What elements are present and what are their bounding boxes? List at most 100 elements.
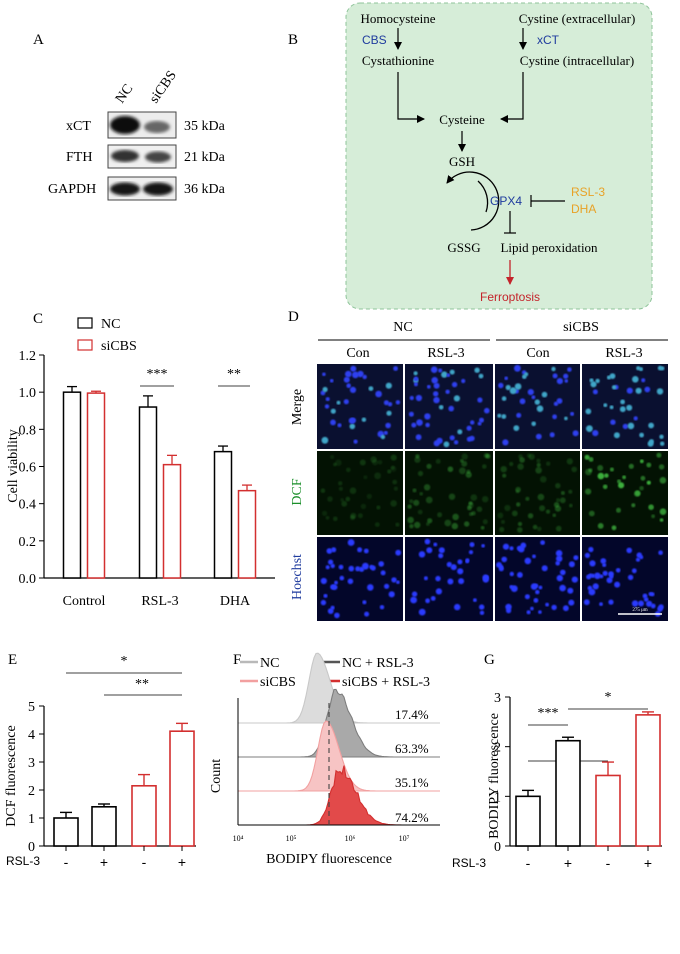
cell-nucleus	[522, 374, 527, 380]
chart-e-sig-1: *	[121, 654, 128, 669]
band-fth-sicbs	[145, 151, 171, 163]
cell-nucleus	[461, 460, 468, 467]
cell-nucleus	[659, 518, 664, 522]
chart-g-ylabel: BODIPY fluorescence	[487, 713, 502, 839]
cell-nucleus	[461, 378, 466, 384]
cell-nucleus	[350, 515, 355, 521]
panel-e: E DCF fluorescence RSL-3 * ** 0 1 2 3 4 5 - + - +	[4, 652, 196, 870]
cell-nucleus	[636, 366, 641, 371]
cell-nucleus	[380, 570, 386, 576]
cell-nucleus	[505, 384, 511, 391]
cell-nucleus	[551, 604, 557, 611]
chart-e-ytick-label: 3	[28, 756, 35, 771]
cell-nucleus	[413, 371, 418, 376]
cell-nucleus	[330, 563, 335, 569]
node-cystathionine: Cystathionine	[362, 53, 434, 68]
cell-nucleus	[458, 578, 465, 585]
cell-nucleus	[585, 488, 592, 495]
chart-c-bar	[138, 406, 158, 579]
cell-nucleus	[426, 384, 431, 389]
drug-rsl3: RSL-3	[571, 185, 605, 199]
cell-nucleus	[444, 519, 452, 527]
cell-nucleus	[571, 576, 578, 583]
cell-nucleus	[599, 602, 603, 606]
chart-g-ytick-label: 0	[494, 840, 501, 855]
cell-nucleus	[564, 379, 569, 383]
chart-e-treatment-sign: -	[142, 854, 147, 870]
cell-nucleus	[357, 547, 363, 553]
cell-nucleus	[541, 565, 548, 572]
cell-nucleus	[414, 521, 421, 529]
cell-nucleus	[461, 453, 468, 460]
cell-nucleus	[534, 399, 540, 405]
cycle-arc-right	[477, 180, 489, 213]
cell-nucleus	[362, 374, 367, 380]
percent-nc-rsl3: 63.3%	[395, 741, 429, 756]
band-xct-sicbs	[144, 121, 170, 133]
cell-nucleus	[583, 599, 590, 606]
chart-g-treatment-label: RSL-3	[452, 856, 486, 870]
cell-nucleus	[639, 459, 644, 464]
cell-nucleus	[648, 422, 654, 429]
node-cystine-extracellular: Cystine (extracellular)	[519, 11, 636, 26]
cell-nucleus	[446, 561, 452, 568]
cell-nucleus	[536, 405, 544, 413]
cell-nucleus	[592, 583, 599, 590]
chart-c-bar	[237, 489, 257, 579]
cell-nucleus	[606, 375, 611, 380]
cell-nucleus	[393, 366, 398, 371]
cell-nucleus	[374, 522, 380, 527]
panel-c-letter: C	[33, 311, 43, 327]
cell-nucleus	[427, 518, 433, 524]
cell-nucleus	[357, 370, 364, 378]
chart-g-treatment-sign: -	[526, 855, 531, 871]
cell-nucleus	[506, 608, 512, 614]
cell-nucleus	[553, 502, 560, 508]
cell-nucleus	[411, 422, 417, 428]
cell-nucleus	[477, 397, 483, 403]
cell-nucleus	[430, 366, 438, 374]
cell-nucleus	[609, 405, 614, 410]
cell-nucleus	[322, 386, 328, 393]
cell-nucleus	[631, 600, 639, 607]
arrow-cystathionine-cysteine	[397, 72, 425, 123]
cell-nucleus	[376, 505, 381, 510]
cell-nucleus	[445, 389, 450, 394]
chart-e-treatment-label: RSL-3	[6, 854, 40, 868]
panel-f: F NC NC + RSL-3 siCBS siCBS + RSL-3 Coun…	[209, 652, 440, 867]
cell-nucleus	[592, 389, 598, 395]
legend-label-sicbs: siCBS	[101, 339, 137, 354]
cell-nucleus	[484, 575, 489, 580]
cell-nucleus	[423, 576, 428, 581]
cell-nucleus	[585, 468, 592, 476]
cell-nucleus	[646, 462, 652, 468]
cell-nucleus	[395, 400, 401, 405]
cell-nucleus	[426, 463, 432, 469]
cell-nucleus	[482, 464, 487, 469]
pathway-box	[345, 2, 653, 310]
cell-nucleus	[622, 475, 626, 480]
drug-dha: DHA	[571, 202, 596, 216]
chart-g-sig-3: *	[605, 690, 612, 705]
chart-e-bar	[91, 805, 117, 847]
chart-g-bar	[595, 774, 621, 847]
cell-nucleus	[363, 548, 369, 554]
cell-nucleus	[380, 434, 386, 440]
cell-nucleus	[602, 484, 608, 490]
cell-nucleus	[536, 458, 541, 463]
cell-nucleus	[501, 414, 507, 419]
cell-nucleus	[334, 580, 338, 585]
cell-nucleus	[530, 606, 534, 611]
cell-nucleus	[499, 526, 505, 533]
cell-nucleus	[327, 608, 334, 614]
band-label-gapdh: GAPDH	[48, 182, 96, 197]
cell-nucleus	[546, 461, 551, 466]
cell-nucleus	[635, 387, 642, 394]
cell-nucleus	[450, 564, 457, 571]
cell-nucleus	[338, 564, 344, 570]
cell-nucleus	[617, 479, 621, 484]
cell-nucleus	[480, 525, 485, 530]
cell-nucleus	[533, 598, 539, 603]
cell-nucleus	[545, 509, 551, 514]
cell-nucleus	[497, 512, 504, 519]
